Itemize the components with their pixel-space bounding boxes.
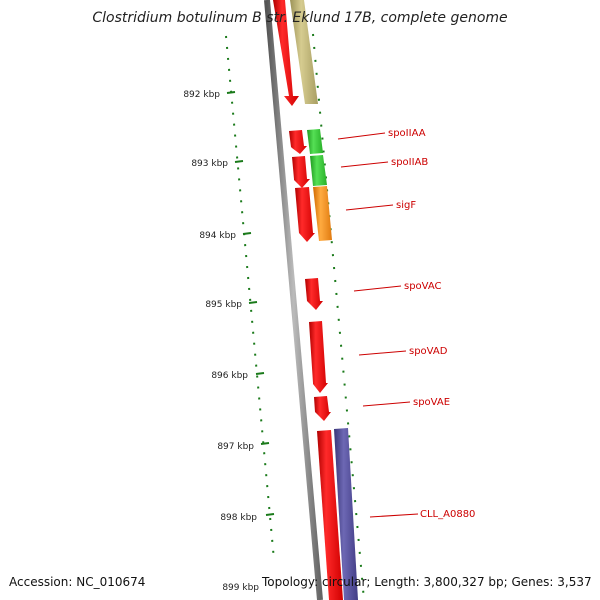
gene-label-sigf[interactable]: sigF bbox=[396, 200, 416, 211]
label-line bbox=[345, 204, 394, 211]
gene-arrow[interactable] bbox=[314, 396, 331, 421]
scale-tick bbox=[242, 232, 252, 235]
genome-backbone bbox=[264, 0, 323, 600]
gene-arrow[interactable] bbox=[289, 130, 307, 154]
tick-track bbox=[225, 35, 275, 561]
label-line bbox=[353, 285, 402, 292]
gene-arrow[interactable] bbox=[307, 129, 323, 154]
scale-tick bbox=[248, 301, 258, 304]
tick-label: 892 kbp bbox=[183, 90, 220, 100]
tick-label: 899 kbp bbox=[222, 583, 259, 593]
label-line bbox=[358, 350, 407, 356]
gene-arrow[interactable] bbox=[317, 430, 343, 600]
gene-label-spovad[interactable]: spoVAD bbox=[409, 346, 448, 357]
scale-tick bbox=[260, 442, 270, 445]
outer-dotted-track bbox=[312, 33, 365, 600]
gene-arrow[interactable] bbox=[305, 278, 323, 310]
gene-label-cll-a0880[interactable]: CLL_A0880 bbox=[420, 509, 475, 520]
tick-label: 894 kbp bbox=[199, 231, 236, 241]
gene-labels: spoIIAA spoIIAB sigF spoVAC spoVAD spoVA… bbox=[388, 128, 475, 520]
scale-ticks bbox=[226, 91, 275, 516]
scale-tick bbox=[226, 91, 236, 94]
tick-label: 897 kbp bbox=[217, 442, 254, 452]
label-line bbox=[340, 161, 389, 168]
gene-label-spoiiaa[interactable]: spoIIAA bbox=[388, 128, 426, 139]
gene-arrow[interactable] bbox=[273, 0, 299, 106]
gene-arrow[interactable] bbox=[334, 428, 358, 600]
label-lines bbox=[337, 132, 419, 518]
map-title: Clostridium botulinum B str. Eklund 17B,… bbox=[92, 10, 508, 26]
scale-tick bbox=[234, 160, 244, 163]
tick-label: 896 kbp bbox=[211, 371, 248, 381]
scale-tick bbox=[255, 372, 265, 375]
label-line bbox=[369, 513, 419, 518]
scale-labels: 892 kbp 893 kbp 894 kbp 895 kbp 896 kbp … bbox=[183, 90, 259, 593]
gene-label-spoiiab[interactable]: spoIIAB bbox=[391, 157, 428, 168]
gene-arrow[interactable] bbox=[313, 186, 332, 241]
gene-arrow[interactable] bbox=[290, 0, 318, 104]
tick-label: 895 kbp bbox=[205, 300, 242, 310]
gene-label-spovae[interactable]: spoVAE bbox=[413, 397, 450, 408]
label-line bbox=[362, 401, 411, 407]
inner-gene-track bbox=[273, 0, 343, 600]
label-line bbox=[337, 132, 386, 140]
accession-text: Accession: NC_010674 bbox=[9, 575, 146, 589]
tick-label: 898 kbp bbox=[220, 513, 257, 523]
outer-gene-track bbox=[290, 0, 358, 600]
gene-label-spovac[interactable]: spoVAC bbox=[404, 281, 442, 292]
scale-tick bbox=[265, 513, 275, 516]
gene-arrow[interactable] bbox=[292, 156, 310, 188]
gene-arrow[interactable] bbox=[295, 187, 315, 242]
topology-text: Topology: circular; Length: 3,800,327 bp… bbox=[262, 575, 592, 589]
gene-arrow[interactable] bbox=[309, 321, 328, 393]
gene-arrow[interactable] bbox=[310, 155, 327, 186]
tick-label: 893 kbp bbox=[191, 159, 228, 169]
